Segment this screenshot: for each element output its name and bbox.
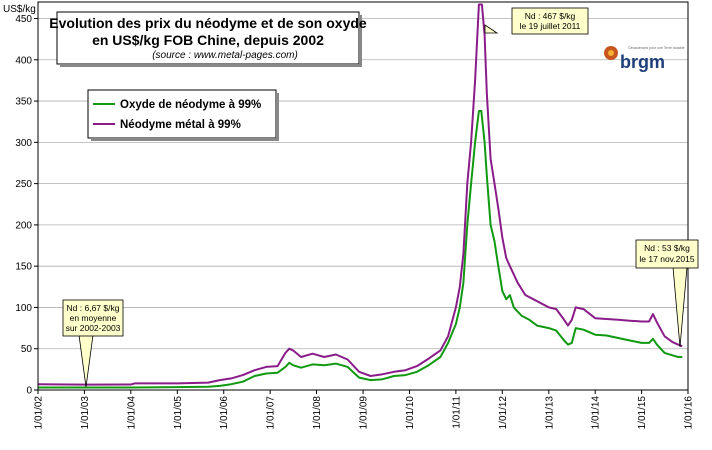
x-tick-label: 1/01/12 — [498, 396, 509, 430]
x-tick-label: 1/01/05 — [173, 396, 184, 430]
legend-label-oxide: Oxyde de néodyme à 99% — [120, 99, 261, 111]
series-lines — [37, 3, 683, 389]
legend: Oxyde de néodyme à 99% Néodyme métal à 9… — [87, 89, 279, 141]
x-tick-label: 1/01/04 — [126, 396, 137, 430]
y-tick-label: 350 — [15, 97, 32, 108]
annotation-2011-pointer — [484, 24, 499, 34]
annotation-2011-line1: Nd : 467 $/kg — [525, 11, 576, 21]
y-tick-label: 150 — [15, 262, 32, 273]
y-axis: 0 50 100 150 200 250 300 350 400 450 — [15, 14, 38, 397]
x-tick-label: 1/01/11 — [451, 396, 462, 429]
x-tick-label: 1/01/09 — [359, 396, 370, 430]
chart-title-line1: Evolution des prix du néodyme et de son … — [49, 15, 367, 31]
y-tick-label: 250 — [15, 179, 32, 190]
y-tick-label: 200 — [15, 220, 32, 231]
legend-label-metal: Néodyme métal à 99% — [120, 119, 241, 131]
plot-border — [37, 1, 689, 391]
x-tick-label: 1/01/06 — [219, 396, 230, 430]
x-tick-label: 1/01/03 — [80, 396, 91, 430]
brgm-logo: Géosciences pour une Terre durable brgm — [604, 46, 685, 72]
x-tick-label: 1/01/07 — [266, 396, 277, 430]
annotation-2015-line2: le 17 nov.2015 — [639, 254, 694, 264]
x-tick-label: 1/01/02 — [34, 396, 45, 430]
annotation-2015-line1: Nd : 53 $/kg — [644, 243, 690, 253]
annotation-2015-box — [635, 239, 699, 269]
series-line-oxide — [38, 110, 683, 389]
y-tick-label: 450 — [15, 14, 32, 25]
brgm-logo-text: brgm — [620, 52, 665, 72]
brgm-logo-icon-inner — [608, 50, 614, 56]
title-box: Evolution des prix du néodyme et de son … — [49, 11, 367, 67]
x-tick-label: 1/01/10 — [405, 396, 416, 430]
annotation-2002: Nd : 6,67 $/kg en moyenne sur 2002-2003 — [62, 299, 124, 388]
chart-title-line2: en US$/kg FOB Chine, depuis 2002 — [92, 32, 324, 48]
series-line-metal — [37, 3, 683, 386]
chart-source: (source : www.metal-pages.com) — [152, 50, 298, 61]
y-tick-label: 400 — [15, 55, 32, 66]
x-tick-label: 1/01/13 — [544, 396, 555, 430]
x-tick-label: 1/01/16 — [684, 396, 695, 430]
title-box-shadow — [359, 15, 362, 67]
x-axis: 1/01/02 1/01/03 1/01/04 1/01/05 1/01/06 1/01/… — [34, 390, 695, 429]
x-tick-label: 1/01/15 — [637, 396, 648, 430]
annotation-2002-box — [62, 299, 124, 337]
annotation-2015: Nd : 53 $/kg le 17 nov.2015 — [635, 239, 699, 348]
title-box-shadow — [60, 64, 362, 67]
brgm-logo-tagline: Géosciences pour une Terre durable — [628, 46, 685, 50]
legend-shadow — [91, 138, 279, 141]
annotation-2002-line2: en moyenne — [70, 313, 117, 323]
legend-shadow — [276, 93, 279, 141]
y-tick-label: 0 — [26, 386, 32, 397]
annotation-2011: Nd : 467 $/kg le 19 juillet 2011 — [484, 7, 589, 35]
x-tick-label: 1/01/14 — [591, 396, 602, 430]
x-tick-label: 1/01/08 — [312, 396, 323, 430]
annotation-2002-line1: Nd : 6,67 $/kg — [67, 303, 120, 313]
y-tick-label: 50 — [21, 344, 33, 355]
annotation-2011-line2: le 19 juillet 2011 — [520, 21, 581, 31]
annotation-2002-line3: sur 2002-2003 — [66, 323, 121, 333]
y-axis-label: US$/kg — [3, 4, 36, 15]
y-tick-label: 100 — [15, 303, 32, 314]
annotation-2011-box — [511, 7, 589, 35]
y-tick-label: 300 — [15, 138, 32, 149]
